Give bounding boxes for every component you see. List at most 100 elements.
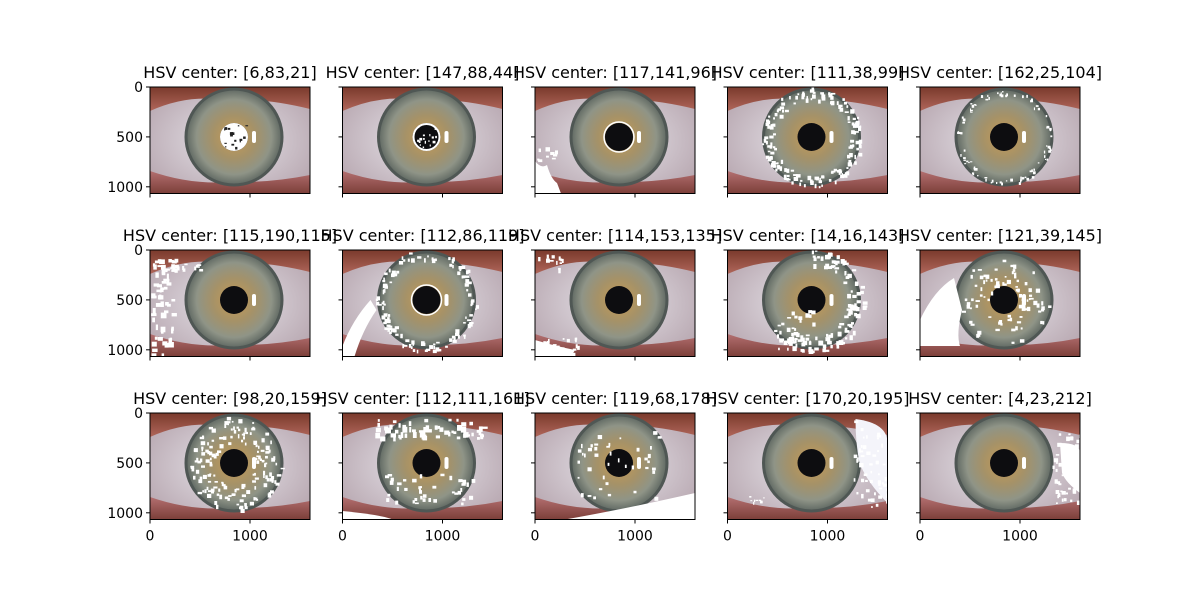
mask-speck (791, 327, 795, 330)
mask-speck (537, 349, 541, 353)
mask-speck (1061, 474, 1066, 477)
mask-speck (789, 343, 793, 346)
mask-speck (800, 335, 804, 340)
mask-speck (452, 257, 455, 262)
mask-speck (271, 479, 274, 483)
mask-speck (433, 499, 437, 503)
mask-speck (253, 497, 256, 501)
mask-speck (412, 429, 416, 433)
mask-speck (468, 293, 472, 297)
mask-speck (154, 260, 161, 264)
mask-speck (465, 275, 470, 278)
reflection (252, 131, 256, 143)
mask-speck (437, 425, 441, 429)
mask-speck (215, 452, 219, 456)
mask-speck (389, 281, 393, 284)
mask-speck (228, 495, 232, 497)
mask-speck (770, 142, 773, 147)
mask-speck (222, 436, 227, 440)
eye-image (150, 413, 310, 520)
mask-speck (160, 301, 164, 307)
mask-speck (844, 271, 847, 276)
mask-speck (1056, 481, 1061, 484)
mask-speck (238, 419, 243, 424)
mask-speck (470, 300, 474, 305)
mask-speck (245, 431, 248, 435)
mask-speck (847, 116, 850, 121)
mask-speck (419, 144, 421, 146)
mask-speck (972, 172, 975, 176)
mask-speck (1029, 170, 1032, 173)
mask-speck (190, 465, 195, 470)
mask-speck (650, 446, 652, 450)
mask-speck (550, 152, 555, 155)
mask-speck (233, 429, 237, 434)
mask-speck (1046, 125, 1050, 128)
mask-speck (467, 319, 472, 322)
mask-speck (410, 346, 413, 349)
mask-speck (877, 432, 881, 438)
mask-speck (854, 161, 857, 165)
mask-speck (765, 122, 770, 127)
mask-speck (853, 478, 856, 482)
eye-image (920, 87, 1080, 194)
reflection (637, 131, 641, 143)
mask-speck (467, 269, 471, 273)
mask-speck (440, 473, 445, 477)
mask-speck (1058, 433, 1062, 436)
mask-speck (555, 150, 558, 155)
mask-speck (846, 105, 849, 108)
mask-speck (538, 148, 541, 153)
eye-image (727, 250, 888, 357)
mask-speck (821, 97, 826, 101)
mask-speck (991, 291, 994, 296)
mask-speck (841, 342, 845, 345)
mask-speck (449, 263, 453, 267)
mask-speck (271, 457, 275, 462)
mask-speck (389, 331, 392, 335)
mask-speck (1061, 498, 1064, 502)
mask-speck (814, 250, 818, 252)
mask-speck (404, 433, 408, 438)
mask-speck (448, 431, 451, 437)
mask-speck (652, 467, 656, 471)
mask-speck (434, 425, 438, 430)
mask-speck (197, 460, 201, 464)
mask-speck (384, 319, 388, 323)
mask-speck (852, 294, 857, 298)
mask-speck (1046, 158, 1049, 161)
mask-speck (449, 475, 453, 481)
mask-speck (1029, 297, 1034, 300)
mask-speck (763, 497, 765, 499)
mask-speck (964, 163, 967, 165)
mask-speck (221, 482, 224, 486)
subplot-title: HSV center: [115,190,115] (123, 226, 337, 245)
mask-speck (877, 450, 880, 453)
mask-speck (846, 308, 851, 311)
mask-speck (466, 482, 469, 487)
mask-speck (594, 453, 599, 457)
mask-speck (862, 445, 867, 450)
mask-speck (422, 498, 426, 502)
mask-speck (171, 313, 177, 317)
mask-speck (390, 433, 396, 438)
mask-speck (1026, 94, 1028, 98)
mask-speck (779, 114, 784, 119)
mask-speck (411, 258, 415, 263)
subplot-title: HSV center: [121,39,145] (898, 226, 1102, 245)
mask-speck (1056, 502, 1058, 504)
mask-speck (790, 341, 796, 344)
mask-speck (969, 307, 972, 310)
mask-speck (813, 264, 817, 269)
mask-speck (852, 117, 856, 120)
mask-speck (553, 154, 558, 157)
mask-speck (227, 127, 231, 130)
mask-speck (811, 87, 815, 90)
mask-speck (419, 490, 422, 494)
mask-speck (257, 450, 259, 453)
mask-speck (389, 424, 393, 430)
mask-speck (423, 427, 429, 431)
mask-speck (387, 327, 393, 331)
mask-speck (783, 174, 787, 180)
mask-speck (794, 315, 798, 319)
